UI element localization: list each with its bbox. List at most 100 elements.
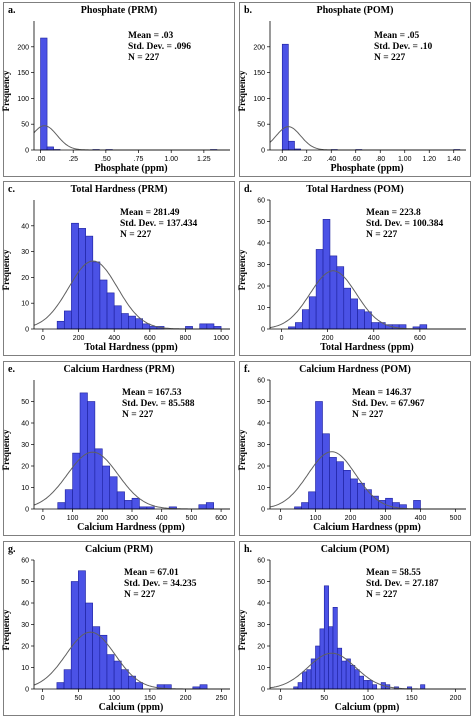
x-tick-label: 800 bbox=[180, 335, 192, 342]
plot-area: 0 10 20 30 40 50 60 0 100 200 300 400 500 bbox=[257, 378, 466, 522]
histogram-bar bbox=[57, 502, 66, 510]
y-axis-label: Frequency bbox=[237, 429, 247, 471]
histogram-bar bbox=[385, 497, 393, 510]
histogram-bar bbox=[199, 684, 208, 690]
stat-std-dev: Std. Dev. = .10 bbox=[374, 42, 433, 52]
histogram-panel-calcium-hardness-prm: e. Calcium Hardness (PRM) 0 10 20 30 40 50 0 10… bbox=[1, 361, 235, 536]
stat-std-dev: Std. Dev. = 100.384 bbox=[366, 219, 444, 229]
histogram-bar bbox=[343, 470, 351, 510]
panel-label: e. bbox=[8, 364, 15, 375]
x-tick-label: .80 bbox=[375, 156, 385, 163]
x-tick-label: 150 bbox=[406, 695, 418, 702]
x-tick-label: 300 bbox=[380, 515, 392, 522]
y-tick-label: 40 bbox=[21, 223, 29, 230]
histogram-bar bbox=[94, 448, 103, 510]
y-tick-label: 0 bbox=[25, 507, 29, 514]
x-tick-label: 150 bbox=[144, 695, 156, 702]
histogram-bar bbox=[46, 146, 54, 151]
y-tick-label: 0 bbox=[261, 327, 265, 334]
histogram-bar bbox=[56, 682, 65, 690]
stat-mean: Mean = 223.8 bbox=[366, 208, 421, 218]
stat-n: N = 227 bbox=[120, 230, 152, 240]
x-tick-label: 0 bbox=[280, 335, 284, 342]
histogram-bar bbox=[332, 607, 338, 690]
histogram-bar bbox=[135, 318, 143, 330]
histogram-bar bbox=[358, 675, 364, 690]
histogram-bar bbox=[302, 671, 308, 690]
stat-mean: Mean = 146.37 bbox=[352, 388, 412, 398]
histogram-bar bbox=[281, 43, 289, 151]
histogram-bar bbox=[78, 570, 86, 690]
x-tick-label: .60 bbox=[351, 156, 361, 163]
y-tick-label: 10 bbox=[257, 665, 265, 672]
histogram-bar bbox=[113, 305, 122, 330]
x-axis-label: Calcium (ppm) bbox=[334, 702, 400, 713]
chart-title: Total Hardness (POM) bbox=[306, 184, 404, 195]
stat-mean: Mean = .03 bbox=[128, 31, 174, 41]
chart-title: Calcium Hardness (PRM) bbox=[63, 364, 175, 375]
histogram-bar bbox=[106, 654, 115, 690]
plot-area: 0 50 100 150 200 .00 .20 .40 .60 .80 1.00 1.20 1.40 bbox=[253, 21, 466, 163]
x-tick-label: .00 bbox=[277, 156, 287, 163]
chart-title: Total Hardness (PRM) bbox=[70, 184, 168, 195]
x-tick-label: 50 bbox=[74, 695, 82, 702]
histogram-panel-calcium-prm: g. Calcium (PRM) 0 10 20 30 40 50 60 0 50 100 150 2… bbox=[1, 541, 235, 716]
histogram-bar bbox=[102, 465, 111, 510]
y-tick-label: 20 bbox=[257, 284, 265, 291]
histogram-bar bbox=[350, 665, 356, 690]
x-tick-label: 250 bbox=[216, 695, 228, 702]
y-tick-label: 50 bbox=[21, 399, 29, 406]
y-tick-label: 10 bbox=[21, 485, 29, 492]
histogram-bar bbox=[198, 504, 207, 510]
y-axis-label: Frequency bbox=[1, 429, 11, 471]
y-tick-label: 0 bbox=[25, 327, 29, 334]
histogram-bar bbox=[354, 669, 360, 690]
y-tick-label: 100 bbox=[17, 96, 29, 103]
y-tick-label: 0 bbox=[261, 507, 265, 514]
y-tick-label: 10 bbox=[21, 665, 29, 672]
histogram-bar bbox=[350, 478, 358, 510]
y-axis-label: Frequency bbox=[237, 70, 247, 112]
y-tick-label: 30 bbox=[257, 262, 265, 269]
normal-curve-line bbox=[269, 126, 466, 151]
y-tick-label: 10 bbox=[257, 305, 265, 312]
x-tick-label: 200 bbox=[322, 335, 334, 342]
y-tick-label: 40 bbox=[257, 421, 265, 428]
histogram-bar bbox=[306, 669, 312, 690]
x-tick-label: .40 bbox=[326, 156, 336, 163]
histogram-panel-total-hardness-prm: c. Total Hardness (PRM) 0 10 20 30 40 0 200 400… bbox=[1, 181, 235, 356]
histogram-bar bbox=[367, 680, 373, 690]
chart-title: Calcium Hardness (POM) bbox=[299, 364, 411, 375]
x-tick-label: 50 bbox=[320, 695, 328, 702]
x-tick-label: 1.00 bbox=[398, 156, 412, 163]
histogram-bar bbox=[308, 296, 317, 330]
y-tick-label: 150 bbox=[253, 70, 265, 77]
y-tick-label: 50 bbox=[257, 122, 265, 129]
histogram-bar bbox=[295, 322, 303, 330]
y-tick-label: 60 bbox=[21, 558, 29, 565]
y-tick-label: 200 bbox=[17, 44, 29, 51]
y-tick-label: 40 bbox=[257, 601, 265, 608]
histogram-bar bbox=[345, 658, 351, 690]
panel-label: c. bbox=[8, 184, 15, 195]
y-tick-label: 50 bbox=[21, 122, 29, 129]
histogram-bar bbox=[99, 634, 108, 690]
histogram-bar bbox=[92, 626, 101, 690]
y-tick-label: 20 bbox=[21, 464, 29, 471]
y-tick-label: 40 bbox=[21, 601, 29, 608]
histogram-bar bbox=[322, 219, 331, 330]
stat-mean: Mean = 58.55 bbox=[366, 568, 421, 578]
stat-n: N = 227 bbox=[122, 410, 154, 420]
y-tick-label: 0 bbox=[25, 687, 29, 694]
stat-mean: Mean = .05 bbox=[374, 31, 420, 41]
histogram-bar bbox=[371, 322, 379, 330]
histogram-bar bbox=[131, 497, 140, 510]
stat-std-dev: Std. Dev. = 27.187 bbox=[366, 579, 439, 589]
histogram-bar bbox=[357, 309, 365, 330]
y-tick-label: 30 bbox=[21, 442, 29, 449]
histogram-bar bbox=[420, 684, 426, 690]
y-axis-label: Frequency bbox=[1, 249, 11, 291]
histogram-bar bbox=[64, 489, 73, 510]
x-tick-label: 600 bbox=[144, 335, 156, 342]
